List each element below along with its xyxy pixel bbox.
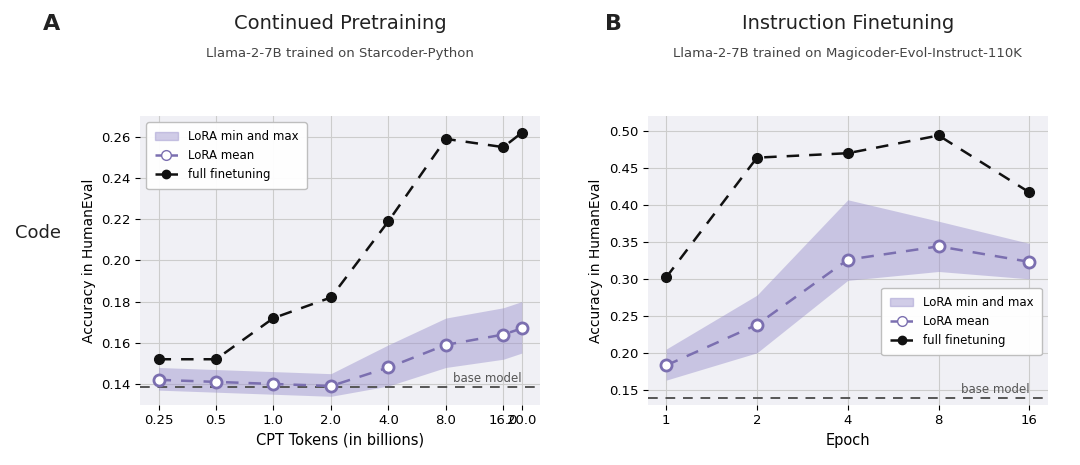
X-axis label: CPT Tokens (in billions): CPT Tokens (in billions) — [256, 433, 424, 448]
Text: A: A — [43, 14, 60, 34]
Text: Continued Pretraining: Continued Pretraining — [234, 14, 446, 33]
Text: Llama-2-7B trained on Starcoder-Python: Llama-2-7B trained on Starcoder-Python — [206, 46, 474, 60]
Text: B: B — [605, 14, 622, 34]
X-axis label: Epoch: Epoch — [825, 433, 870, 448]
Text: Code: Code — [15, 224, 60, 241]
Legend: LoRA min and max, LoRA mean, full finetuning: LoRA min and max, LoRA mean, full finetu… — [881, 288, 1042, 355]
Text: base model: base model — [454, 372, 522, 385]
Y-axis label: Accuracy in HumanEval: Accuracy in HumanEval — [82, 178, 96, 343]
Text: Instruction Finetuning: Instruction Finetuning — [742, 14, 954, 33]
Y-axis label: Accuracy in HumanEval: Accuracy in HumanEval — [590, 178, 604, 343]
Text: base model: base model — [961, 384, 1029, 397]
Text: Llama-2-7B trained on Magicoder-Evol-Instruct-110K: Llama-2-7B trained on Magicoder-Evol-Ins… — [673, 46, 1023, 60]
Legend: LoRA min and max, LoRA mean, full finetuning: LoRA min and max, LoRA mean, full finetu… — [146, 122, 307, 189]
